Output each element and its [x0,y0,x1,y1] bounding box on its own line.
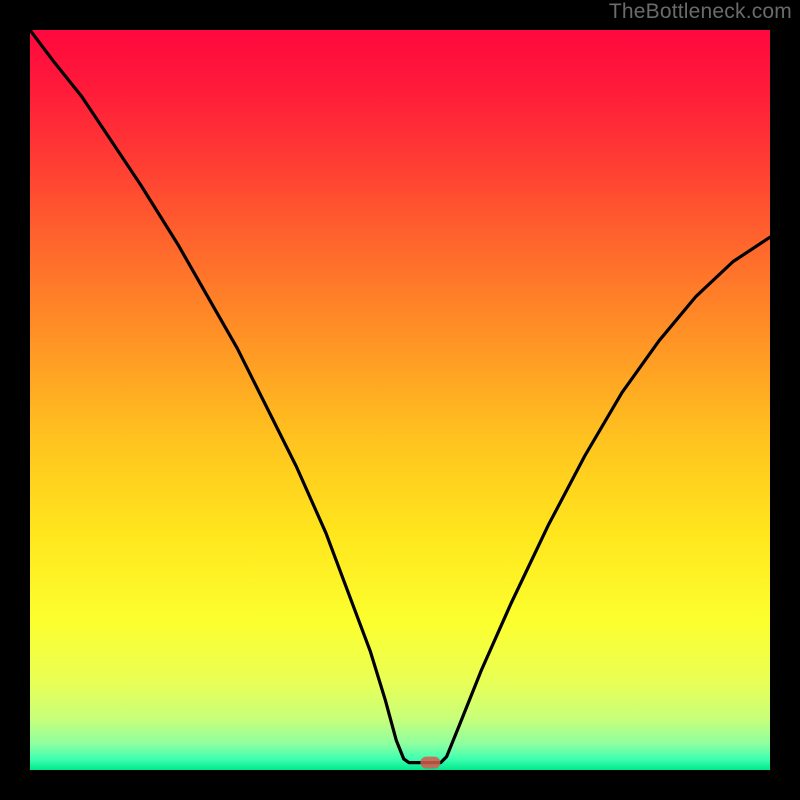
plot-area [30,30,770,770]
chart-container: TheBottleneck.com [0,0,800,800]
attribution-label: TheBottleneck.com [609,0,792,24]
bottleneck-chart [0,0,800,800]
optimal-marker [420,757,440,769]
